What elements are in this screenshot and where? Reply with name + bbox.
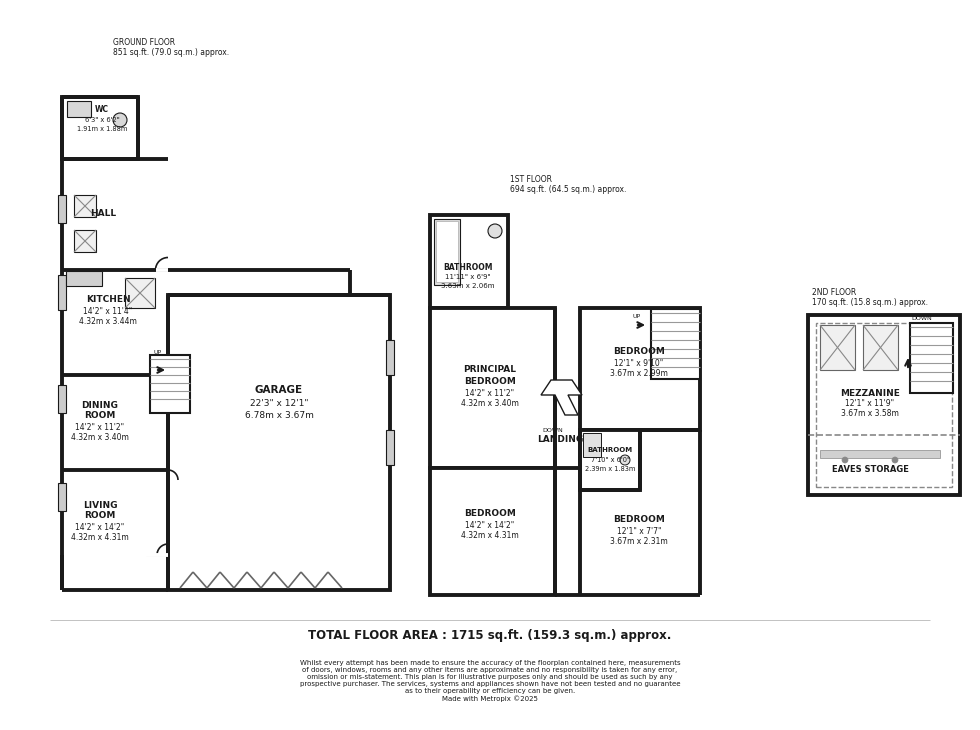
Text: Whilst every attempt has been made to ensure the accuracy of the floorplan conta: Whilst every attempt has been made to en…	[300, 660, 680, 702]
Bar	[386, 340, 394, 375]
Text: BEDROOM: BEDROOM	[613, 515, 665, 524]
Bar	[816, 323, 952, 487]
Text: 2.39m x 1.83m: 2.39m x 1.83m	[585, 466, 635, 472]
Circle shape	[113, 113, 127, 127]
Text: 12'1" x 9'10": 12'1" x 9'10"	[614, 359, 663, 369]
Bar	[74, 195, 96, 217]
Text: PRINCIPAL: PRINCIPAL	[464, 366, 516, 374]
Bar	[820, 325, 855, 370]
Bar	[386, 430, 394, 465]
Bar	[820, 450, 940, 458]
Text: LIVING: LIVING	[82, 501, 118, 510]
Bar	[66, 271, 102, 286]
Text: BATHROOM: BATHROOM	[587, 447, 632, 453]
Bar	[583, 433, 601, 457]
Text: DINING: DINING	[81, 401, 119, 410]
Text: 1ST FLOOR
694 sq.ft. (64.5 sq.m.) approx.: 1ST FLOOR 694 sq.ft. (64.5 sq.m.) approx…	[510, 175, 626, 194]
Circle shape	[892, 457, 898, 463]
Bar	[58, 385, 66, 413]
Text: 1.91m x 1.88m: 1.91m x 1.88m	[76, 126, 127, 132]
Bar	[863, 325, 898, 370]
Text: BEDROOM: BEDROOM	[465, 377, 515, 385]
Bar	[580, 430, 640, 490]
Text: 4.32m x 4.31m: 4.32m x 4.31m	[462, 531, 518, 539]
Text: UP: UP	[154, 350, 162, 355]
Bar	[430, 308, 555, 468]
Circle shape	[620, 455, 630, 465]
Text: UP: UP	[633, 315, 641, 320]
Text: 4.32m x 3.40m: 4.32m x 3.40m	[461, 399, 519, 407]
Text: BATHROOM: BATHROOM	[443, 264, 493, 272]
Text: DOWN: DOWN	[911, 317, 932, 321]
Text: BEDROOM: BEDROOM	[613, 347, 665, 356]
Bar	[430, 468, 555, 595]
Bar	[58, 275, 66, 310]
Circle shape	[488, 224, 502, 238]
Text: LANDING: LANDING	[537, 436, 583, 445]
Bar	[62, 97, 138, 159]
Text: MEZZANINE: MEZZANINE	[840, 388, 900, 398]
Bar	[580, 308, 700, 430]
Text: 14'2" x 14'2": 14'2" x 14'2"	[466, 520, 514, 529]
Text: 11'11" x 6'9": 11'11" x 6'9"	[445, 274, 491, 280]
Bar	[74, 230, 96, 252]
Bar	[168, 295, 390, 590]
Bar	[434, 219, 460, 285]
Text: 22'3" x 12'1": 22'3" x 12'1"	[250, 399, 309, 407]
Text: ROOM: ROOM	[84, 512, 116, 520]
Text: 14'2" x 11'4": 14'2" x 11'4"	[83, 307, 132, 315]
Text: 12'1" x 11'9": 12'1" x 11'9"	[846, 399, 895, 409]
Bar	[58, 195, 66, 223]
Bar	[436, 221, 458, 282]
Text: WC: WC	[95, 106, 109, 115]
Bar	[150, 355, 190, 413]
Text: 4.32m x 3.40m: 4.32m x 3.40m	[72, 434, 129, 442]
Text: GARAGE: GARAGE	[255, 385, 303, 395]
Text: 3.67m x 2.31m: 3.67m x 2.31m	[611, 537, 668, 547]
Bar	[910, 323, 953, 393]
Text: 3.63m x 2.06m: 3.63m x 2.06m	[441, 283, 495, 289]
Text: BEDROOM: BEDROOM	[465, 509, 515, 518]
Bar	[430, 215, 508, 308]
Text: DOWN: DOWN	[543, 428, 564, 432]
Text: 14'2" x 14'2": 14'2" x 14'2"	[75, 523, 124, 531]
Text: TOTAL FLOOR AREA : 1715 sq.ft. (159.3 sq.m.) approx.: TOTAL FLOOR AREA : 1715 sq.ft. (159.3 sq…	[309, 629, 671, 642]
Polygon shape	[541, 380, 582, 415]
Text: GROUND FLOOR
851 sq.ft. (79.0 sq.m.) approx.: GROUND FLOOR 851 sq.ft. (79.0 sq.m.) app…	[113, 38, 229, 58]
Text: 2ND FLOOR
170 sq.ft. (15.8 sq.m.) approx.: 2ND FLOOR 170 sq.ft. (15.8 sq.m.) approx…	[812, 288, 928, 307]
Text: ROOM: ROOM	[84, 412, 116, 420]
Bar	[58, 483, 66, 511]
Text: KITCHEN: KITCHEN	[85, 296, 130, 304]
Bar	[125, 278, 155, 308]
Text: 6.78m x 3.67m: 6.78m x 3.67m	[245, 410, 314, 420]
Text: 4.32m x 4.31m: 4.32m x 4.31m	[72, 532, 129, 542]
Text: EAVES STORAGE: EAVES STORAGE	[832, 466, 908, 474]
Bar	[808, 315, 960, 495]
Text: 14'2" x 11'2": 14'2" x 11'2"	[466, 388, 514, 398]
Text: 6'3" x 6'2": 6'3" x 6'2"	[84, 117, 120, 123]
Text: 3.67m x 2.99m: 3.67m x 2.99m	[611, 369, 668, 378]
Text: 12'1" x 7'7": 12'1" x 7'7"	[616, 528, 662, 537]
Circle shape	[842, 457, 848, 463]
Text: 7'10" x 6'0": 7'10" x 6'0"	[591, 457, 629, 463]
Text: HALL: HALL	[90, 209, 116, 218]
Bar	[651, 309, 700, 379]
Text: 4.32m x 3.44m: 4.32m x 3.44m	[79, 317, 137, 326]
Text: 14'2" x 11'2": 14'2" x 11'2"	[75, 423, 124, 432]
Bar	[67, 101, 91, 117]
Text: 3.67m x 3.58m: 3.67m x 3.58m	[841, 410, 899, 418]
